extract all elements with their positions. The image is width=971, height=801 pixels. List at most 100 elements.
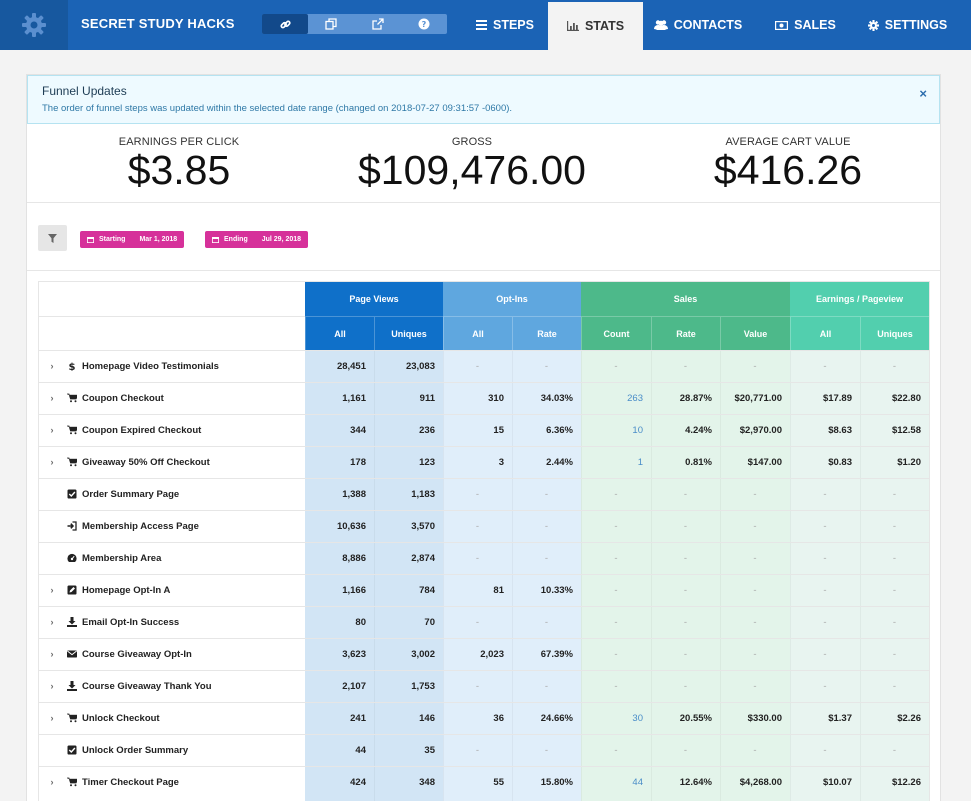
tab-steps[interactable]: STEPS (463, 0, 547, 50)
step-name: Membership Area (82, 552, 162, 564)
table-cell: - (892, 520, 897, 532)
table-cell: - (614, 520, 618, 532)
tab-stats[interactable]: STATS (548, 2, 643, 50)
end-date-label: Ending (224, 236, 248, 243)
table-cell: - (753, 584, 757, 596)
close-icon[interactable]: × (919, 86, 927, 101)
start-date-chip[interactable]: Starting Mar 1, 2018 (80, 231, 185, 248)
link-button[interactable] (262, 14, 309, 34)
table-cell[interactable]: 44 (632, 776, 643, 788)
table-cell: - (614, 584, 618, 596)
table-cell: 15 (493, 424, 504, 436)
external-link-button[interactable] (355, 14, 401, 34)
table-cell: 15.80% (540, 776, 573, 788)
column-header[interactable]: Uniques (860, 316, 929, 350)
funnel-step-row[interactable]: › Course Giveaway Opt-In (39, 638, 305, 670)
chevron-right-icon[interactable]: › (50, 649, 54, 659)
table-cell: $20,771.00 (734, 392, 782, 404)
table-cell: 10.33% (540, 584, 573, 596)
funnel-step-row[interactable]: Membership Access Page (39, 510, 305, 542)
table-cell: - (753, 552, 757, 564)
step-name: Email Opt-In Success (82, 616, 180, 628)
table-cell: - (683, 360, 688, 372)
stats-panel: Funnel Updates The order of funnel steps… (26, 74, 941, 801)
envelope-icon (65, 649, 79, 659)
tab-settings[interactable]: SETTINGS (860, 0, 955, 50)
row-divider (39, 446, 929, 447)
table-cell[interactable]: 10 (632, 424, 643, 436)
column-header[interactable]: Value (720, 316, 790, 350)
divider (651, 350, 652, 801)
chevron-right-icon[interactable]: › (50, 425, 54, 435)
clone-button[interactable] (308, 14, 354, 34)
chevron-right-icon[interactable]: › (50, 457, 54, 467)
app-menu-button[interactable] (0, 0, 68, 50)
column-header[interactable]: Count (581, 316, 651, 350)
table-cell: $12.58 (891, 424, 921, 436)
row-divider (39, 414, 929, 415)
chevron-right-icon[interactable]: › (50, 713, 54, 723)
table-cell: 36 (493, 712, 504, 724)
table-cell: - (544, 520, 549, 532)
table-cell: - (614, 680, 618, 692)
table-cell: 784 (419, 584, 435, 596)
table-cell: - (683, 648, 688, 660)
column-background (860, 350, 929, 801)
column-background (790, 350, 860, 801)
column-header[interactable]: Rate (651, 316, 720, 350)
filter-button[interactable] (38, 225, 67, 251)
funnel-step-row[interactable]: › Homepage Opt-In A (39, 574, 305, 606)
funnel-step-row[interactable]: › Email Opt-In Success (39, 606, 305, 638)
tab-sales[interactable]: SALES (768, 0, 843, 50)
chevron-right-icon[interactable]: › (50, 617, 54, 627)
list-icon (476, 20, 487, 30)
column-header[interactable]: All (305, 316, 374, 350)
table-cell: 3,570 (411, 520, 435, 532)
funnel-step-row[interactable]: › Unlock Checkout (39, 702, 305, 734)
funnel-step-row[interactable]: › Coupon Expired Checkout (39, 414, 305, 446)
chevron-right-icon[interactable]: › (50, 393, 54, 403)
column-header[interactable]: All (443, 316, 512, 350)
chevron-right-icon[interactable]: › (50, 777, 54, 787)
table-cell: - (544, 552, 549, 564)
funnel-step-row[interactable]: Membership Area (39, 542, 305, 574)
chevron-right-icon[interactable]: › (50, 585, 54, 595)
table-cell: 34.03% (540, 392, 573, 404)
tab-contacts[interactable]: CONTACTS (648, 0, 748, 50)
end-date-chip[interactable]: Ending Jul 29, 2018 (205, 231, 309, 248)
table-cell: 8,886 (342, 552, 366, 564)
svg-text:$: $ (69, 362, 76, 371)
chevron-right-icon[interactable]: › (50, 681, 54, 691)
table-cell: - (823, 520, 827, 532)
funnel-step-row[interactable]: › Course Giveaway Thank You (39, 670, 305, 702)
table-cell[interactable]: 1 (637, 456, 643, 468)
column-header[interactable]: Uniques (374, 316, 443, 350)
top-navbar: SECRET STUDY HACKS ? STEPS STATS CONTACT… (0, 0, 971, 50)
table-cell: 146 (419, 712, 435, 724)
table-cell: $1.37 (828, 712, 852, 724)
checkbox-icon (65, 745, 79, 755)
table-cell[interactable]: 30 (632, 712, 643, 724)
funnel-step-row[interactable]: › Timer Checkout Page (39, 766, 305, 798)
table-cell: 55 (493, 776, 504, 788)
table-cell: - (753, 488, 757, 500)
funnel-step-row[interactable]: Order Summary Page (39, 478, 305, 510)
column-header[interactable]: Rate (512, 316, 581, 350)
funnel-step-row[interactable]: › $ Homepage Video Testimonials (39, 350, 305, 382)
stat-label: EARNINGS PER CLICK (118, 136, 240, 148)
funnel-step-row[interactable]: Unlock Order Summary (39, 734, 305, 766)
table-cell: $12.26 (891, 776, 921, 788)
table-cell: 2,874 (411, 552, 435, 564)
table-cell: - (823, 552, 827, 564)
table-cell[interactable]: 263 (627, 392, 643, 404)
table-cell: - (823, 680, 827, 692)
stat-label: AVERAGE CART VALUE (725, 136, 851, 148)
column-group-header: Earnings / Pageview (790, 282, 929, 316)
row-divider (39, 510, 929, 511)
funnel-step-row[interactable]: › Giveaway 50% Off Checkout (39, 446, 305, 478)
help-button[interactable]: ? (401, 14, 447, 34)
chevron-right-icon[interactable]: › (50, 361, 54, 371)
funnel-step-row[interactable]: › Coupon Checkout (39, 382, 305, 414)
column-header[interactable]: All (790, 316, 860, 350)
table-cell: - (823, 360, 827, 372)
